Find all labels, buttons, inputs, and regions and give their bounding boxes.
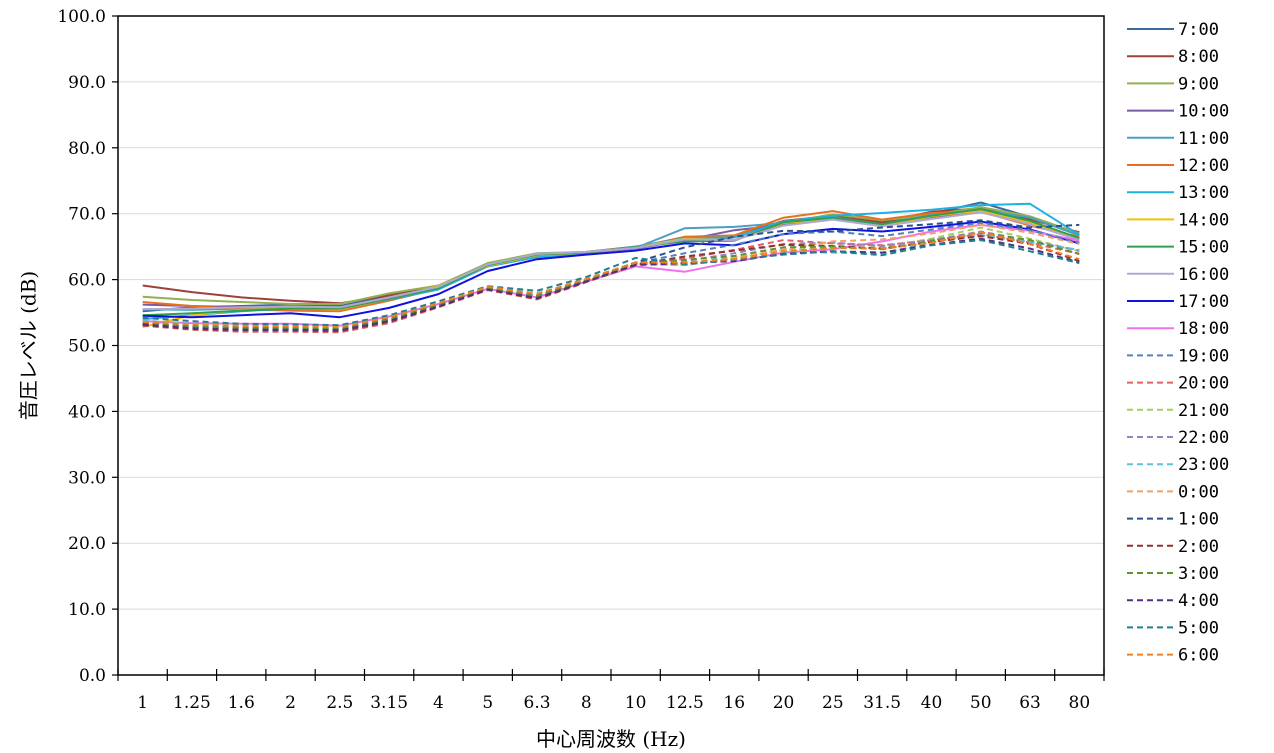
legend-label: 11:00 (1178, 129, 1229, 149)
x-tick-label: 2.5 (326, 693, 353, 713)
x-tick-label: 16 (723, 693, 745, 713)
series-line-2200 (142, 230, 1080, 331)
x-tick-label: 5 (482, 693, 493, 713)
legend-label: 0:00 (1178, 482, 1219, 502)
legend-label: 5:00 (1178, 618, 1219, 638)
legend-label: 15:00 (1178, 238, 1229, 258)
x-tick-label: 31.5 (863, 693, 901, 713)
series-line-1700 (142, 220, 1080, 319)
legend-label: 14:00 (1178, 210, 1229, 230)
legend-label: 23:00 (1178, 455, 1229, 475)
legend-label: 20:00 (1178, 374, 1229, 394)
legend-label: 8:00 (1178, 47, 1219, 67)
x-tick-label: 40 (921, 693, 943, 713)
x-tick-label: 4 (433, 693, 444, 713)
y-tick-label: 50.0 (68, 337, 106, 357)
legend-label: 13:00 (1178, 183, 1229, 203)
legend-label: 9:00 (1178, 74, 1219, 94)
y-tick-label: 0.0 (79, 666, 106, 686)
legend-label: 12:00 (1178, 156, 1229, 176)
legend-label: 1:00 (1178, 510, 1219, 530)
x-tick-label: 20 (773, 693, 795, 713)
y-axis-title: 音圧レベル (dB) (17, 271, 41, 420)
y-tick-label: 10.0 (68, 600, 106, 620)
legend-label: 21:00 (1178, 401, 1229, 421)
x-tick-label: 50 (970, 693, 992, 713)
legend-label: 18:00 (1178, 319, 1229, 339)
y-tick-label: 90.0 (68, 73, 106, 93)
series-line-600 (142, 231, 1080, 328)
y-tick-label: 30.0 (68, 468, 106, 488)
series-line-1800 (142, 223, 1080, 327)
x-tick-label: 1.25 (173, 693, 211, 713)
series-line-1300 (142, 202, 1080, 321)
x-tick-label: 63 (1019, 693, 1041, 713)
legend-label: 19:00 (1178, 346, 1229, 366)
legend-label: 22:00 (1178, 428, 1229, 448)
series-line-1100 (142, 208, 1080, 311)
legend-label: 16:00 (1178, 265, 1229, 285)
x-tick-label: 10 (625, 693, 647, 713)
plot-area-frame (117, 15, 1105, 676)
legend-label: 7:00 (1178, 20, 1219, 40)
x-tick-label: 3.15 (370, 693, 408, 713)
x-tick-label: 8 (581, 693, 592, 713)
series-line-000 (142, 223, 1080, 328)
legend-label: 10:00 (1178, 102, 1229, 122)
y-tick-label: 80.0 (68, 139, 106, 159)
y-tick-labels: 0.0 10.0 20.0 30.0 40.0 50.0 60.0 70.0 80.0 90.0 1… (57, 7, 106, 686)
x-tick-label: 25 (822, 693, 844, 713)
series-line-1900 (142, 221, 1080, 330)
legend-label: 2:00 (1178, 537, 1219, 557)
series-lines (142, 201, 1080, 334)
gridlines (112, 15, 1105, 681)
legend: 7:00 8:00 9:00 10:00 11:00 12:00 13:00 14:00 15:… (1127, 20, 1229, 666)
axes (117, 15, 1105, 676)
x-tick-label: 2 (285, 693, 296, 713)
series-line-1600 (142, 211, 1080, 311)
legend-label: 6:00 (1178, 646, 1219, 666)
legend-label: 4:00 (1178, 591, 1219, 611)
series-line-500 (142, 239, 1080, 327)
y-tick-label: 70.0 (68, 205, 106, 225)
series-line-900 (142, 206, 1080, 305)
x-tick-label: 6.3 (524, 693, 551, 713)
legend-label: 17:00 (1178, 292, 1229, 312)
x-tick-labels: 1 1.25 1.6 2 2.5 3.15 4 5 6.3 8 10 12.5 16 20 25 31.5 40… (137, 693, 1090, 713)
x-tick-label: 1.6 (228, 693, 255, 713)
y-tick-label: 100.0 (57, 7, 106, 27)
x-tick-label: 80 (1069, 693, 1091, 713)
x-tick-label: 1 (137, 693, 148, 713)
x-tick-label: 12.5 (666, 693, 704, 713)
y-tick-label: 60.0 (68, 271, 106, 291)
x-axis-title: 中心周波数 (Hz) (536, 727, 686, 751)
y-tick-label: 40.0 (68, 402, 106, 422)
y-tick-label: 20.0 (68, 534, 106, 554)
legend-label: 3:00 (1178, 564, 1219, 584)
